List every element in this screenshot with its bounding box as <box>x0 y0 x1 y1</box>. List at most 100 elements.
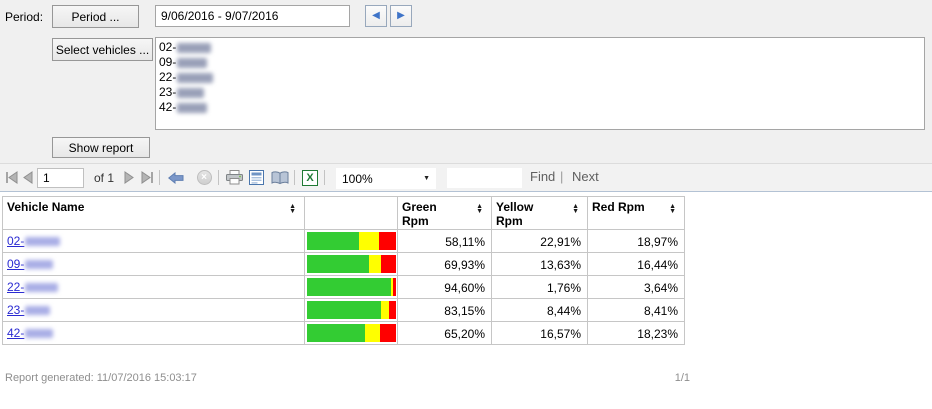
previous-page-button[interactable] <box>20 164 34 191</box>
next-period-button[interactable]: ▶ <box>390 5 412 27</box>
last-page-icon <box>141 171 153 184</box>
header-yellow-rpm: Yellow Rpm ▲ ▼ <box>492 196 588 230</box>
rpm-bar-cell <box>305 322 398 345</box>
period-button[interactable]: Period ... <box>52 5 139 28</box>
print-layout-button[interactable] <box>247 164 265 191</box>
yellow-rpm-segment <box>381 301 389 319</box>
redacted-vehicle-id <box>25 283 59 293</box>
previous-period-button[interactable]: ◀ <box>365 5 387 27</box>
redacted-vehicle-id <box>177 42 212 53</box>
find-next-button[interactable]: Next <box>572 169 599 184</box>
green-rpm-value: 83,15% <box>398 299 492 322</box>
sort-icon[interactable]: ▲ ▼ <box>476 203 483 215</box>
back-arrow-icon <box>168 171 184 184</box>
next-page-button[interactable] <box>122 164 136 191</box>
header-label: Green Rpm <box>402 200 437 228</box>
red-rpm-segment <box>379 232 396 250</box>
vehicle-link[interactable]: 42- <box>7 326 54 340</box>
report-viewer-toolbar: of 1 × X 100% ▼ Find | Next <box>0 163 932 192</box>
report-generated-timestamp: Report generated: 11/07/2016 15:03:17 <box>5 372 197 384</box>
header-green-rpm: Green Rpm ▲ ▼ <box>398 196 492 230</box>
green-rpm-value: 58,11% <box>398 230 492 253</box>
yellow-rpm-segment <box>369 255 382 273</box>
redacted-vehicle-id <box>177 102 208 113</box>
page-indicator: 1/1 <box>674 372 690 384</box>
back-to-parent-button[interactable] <box>166 164 186 191</box>
rpm-distribution-bar <box>307 324 396 342</box>
previous-page-icon <box>22 171 32 184</box>
period-range-input[interactable] <box>155 5 350 27</box>
select-vehicles-button[interactable]: Select vehicles ... <box>52 38 153 61</box>
vehicle-list-item[interactable]: 23- <box>159 85 924 100</box>
table-row: 22- 94,60% 1,76% 3,64% <box>2 276 685 299</box>
period-label: Period: <box>5 10 44 24</box>
toolbar-separator <box>159 170 160 185</box>
table-row: 02- 58,11% 22,91% 18,97% <box>2 230 685 253</box>
find-text-input[interactable] <box>447 168 522 188</box>
find-button[interactable]: Find <box>530 169 556 184</box>
vehicle-list-item[interactable]: 42- <box>159 100 924 115</box>
parameter-panel: Period: Period ... ◀ ▶ Select vehicles .… <box>0 0 932 163</box>
vehicle-list-item[interactable]: 09- <box>159 55 924 70</box>
vehicle-id-prefix: 02- <box>159 40 177 54</box>
redacted-vehicle-id <box>25 306 51 316</box>
excel-icon: X <box>302 169 318 186</box>
red-rpm-segment <box>392 278 396 296</box>
page-setup-button[interactable] <box>269 164 291 191</box>
first-page-button[interactable] <box>3 164 19 191</box>
sort-icon[interactable]: ▲ ▼ <box>572 203 579 215</box>
left-triangle-icon: ◀ <box>372 10 380 21</box>
rpm-distribution-bar <box>307 255 396 273</box>
rpm-bar-cell <box>305 230 398 253</box>
last-page-button[interactable] <box>139 164 155 191</box>
report-body: Vehicle Name ▲ ▼ Green Rpm ▲ ▼ Yellow Rpm … <box>0 192 932 409</box>
header-label: Vehicle Name <box>7 200 85 214</box>
red-rpm-value: 16,44% <box>588 253 685 276</box>
print-button[interactable] <box>224 164 244 191</box>
first-page-icon <box>5 171 17 184</box>
yellow-rpm-value: 1,76% <box>492 276 588 299</box>
redacted-vehicle-id <box>177 72 214 83</box>
redacted-vehicle-id <box>25 237 61 247</box>
sort-icon[interactable]: ▲ ▼ <box>669 203 676 215</box>
table-row: 23- 83,15% 8,44% 8,41% <box>2 299 685 322</box>
header-bar-column <box>305 196 398 230</box>
redacted-vehicle-id <box>25 260 54 270</box>
next-page-icon <box>124 171 134 184</box>
find-next-separator: | <box>560 169 564 184</box>
vehicle-link[interactable]: 09- <box>7 257 54 271</box>
red-rpm-value: 8,41% <box>588 299 685 322</box>
green-rpm-segment <box>307 255 370 273</box>
show-report-button[interactable]: Show report <box>52 137 150 158</box>
table-row: 09- 69,93% 13,63% 16,44% <box>2 253 685 276</box>
vehicle-link[interactable]: 02- <box>7 234 61 248</box>
redacted-vehicle-id <box>25 329 54 339</box>
selected-vehicles-listbox[interactable]: 02- 09- 22- 23- 42- <box>155 37 925 130</box>
green-rpm-value: 69,93% <box>398 253 492 276</box>
green-rpm-segment <box>307 324 366 342</box>
cancel-icon: × <box>196 170 212 185</box>
zoom-dropdown[interactable]: 100% ▼ <box>336 168 436 189</box>
export-excel-button[interactable]: X <box>300 164 320 191</box>
yellow-rpm-value: 22,91% <box>492 230 588 253</box>
header-label: Red Rpm <box>592 200 645 214</box>
current-page-input[interactable] <box>37 168 84 188</box>
yellow-rpm-value: 16,57% <box>492 322 588 345</box>
vehicle-name-cell: 09- <box>2 253 305 276</box>
stop-rendering-button[interactable]: × <box>195 164 213 191</box>
vehicle-id-prefix: 42- <box>7 326 25 340</box>
sort-icon[interactable]: ▲ ▼ <box>289 203 296 215</box>
vehicle-list-item[interactable]: 22- <box>159 70 924 85</box>
vehicle-list-item[interactable]: 02- <box>159 40 924 55</box>
toolbar-separator <box>324 170 325 185</box>
chevron-down-icon: ▼ <box>423 175 430 182</box>
print-layout-icon <box>248 170 264 185</box>
yellow-rpm-value: 8,44% <box>492 299 588 322</box>
vehicle-link[interactable]: 22- <box>7 280 59 294</box>
header-vehicle-name: Vehicle Name ▲ ▼ <box>2 196 305 230</box>
rpm-bar-cell <box>305 276 398 299</box>
yellow-rpm-segment <box>358 232 380 250</box>
green-rpm-value: 94,60% <box>398 276 492 299</box>
vehicle-link[interactable]: 23- <box>7 303 51 317</box>
vehicle-id-prefix: 23- <box>159 85 177 99</box>
